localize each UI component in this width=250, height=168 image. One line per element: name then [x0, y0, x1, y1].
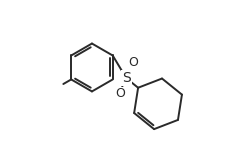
Text: S: S: [122, 71, 131, 85]
Text: O: O: [128, 56, 138, 69]
Text: O: O: [115, 87, 125, 100]
